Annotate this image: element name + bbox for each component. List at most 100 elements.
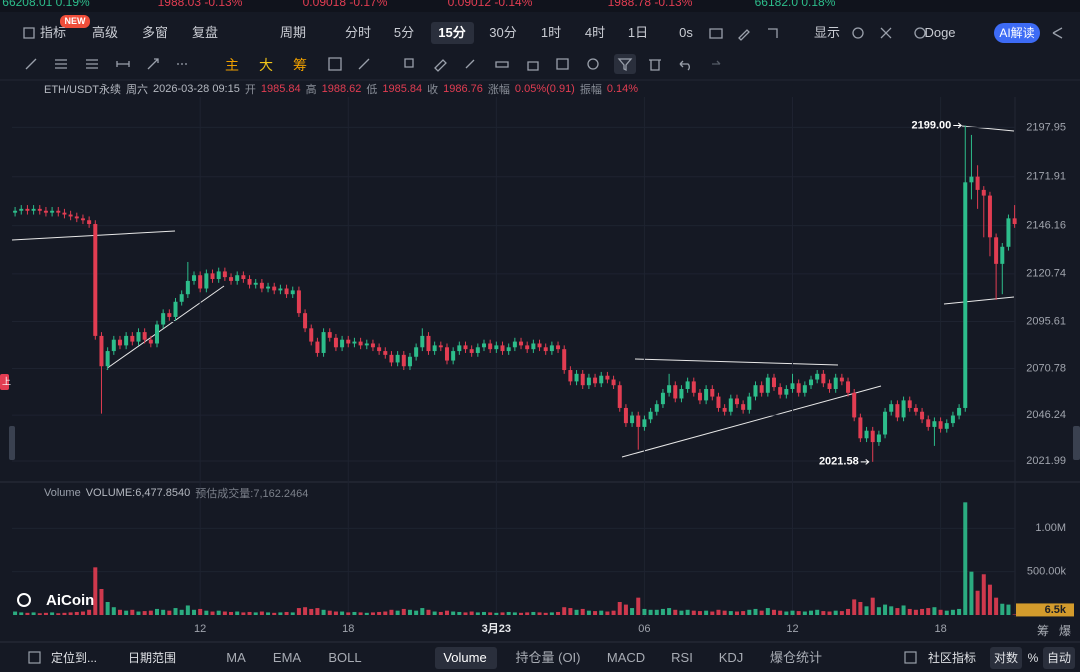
tool-icon[interactable] xyxy=(25,58,37,70)
icon[interactable] xyxy=(914,27,926,39)
icon[interactable] xyxy=(852,27,864,39)
toolbar-item[interactable]: 显示 xyxy=(813,25,841,40)
ticker[interactable]: 0.09012 -0.14% xyxy=(447,0,533,9)
tool-icon[interactable] xyxy=(55,59,67,69)
toolbar-icons[interactable] xyxy=(23,27,1063,41)
collapse-handle[interactable] xyxy=(1073,426,1080,460)
toolbar-item[interactable]: 周期 xyxy=(279,25,307,40)
setting[interactable]: 对数 xyxy=(993,651,1019,665)
icon[interactable] xyxy=(880,27,892,39)
nav-item[interactable]: 日期范围 xyxy=(127,651,177,665)
candle-body xyxy=(290,290,295,295)
candle-body xyxy=(167,313,172,317)
ticker[interactable]: 1988.03 -0.13% xyxy=(157,0,243,9)
indicator-tab[interactable]: 爆仓统计 xyxy=(769,650,823,665)
indicator-tab[interactable]: MA xyxy=(226,650,246,665)
volume-bar xyxy=(167,610,172,615)
field-value: 0.14% xyxy=(606,83,639,95)
indicator-tab[interactable]: RSI xyxy=(671,650,693,665)
toolbar-item[interactable]: 分时 xyxy=(344,25,372,40)
toolbar-item[interactable]: 30分 xyxy=(489,25,517,40)
icon[interactable] xyxy=(768,28,778,38)
symbol: ETH/USDT永续 xyxy=(44,84,121,96)
tool-icon[interactable] xyxy=(712,60,721,65)
active-tab-bg[interactable] xyxy=(431,22,474,44)
icon[interactable] xyxy=(904,651,917,664)
tool-icon[interactable] xyxy=(649,59,661,71)
toolbar-item[interactable]: 复盘 xyxy=(191,25,219,40)
icon[interactable] xyxy=(738,29,750,41)
indicator-tab[interactable]: BOLL xyxy=(328,650,362,665)
tool-icon[interactable] xyxy=(617,58,633,72)
indicator-tab[interactable]: EMA xyxy=(272,650,302,665)
bottom-icons[interactable] xyxy=(28,651,917,664)
volume-bar xyxy=(407,609,412,615)
toggle-bg[interactable] xyxy=(990,647,1022,669)
toolbar-item[interactable]: 0s xyxy=(679,25,693,40)
toolbar-item[interactable]: 1时 xyxy=(540,25,562,40)
indicator-tab[interactable]: KDJ xyxy=(718,650,744,665)
y-tick-label: 2046.24 xyxy=(1026,409,1066,421)
indicator-tab[interactable]: MACD xyxy=(606,650,646,665)
tool-label[interactable]: 大 xyxy=(259,57,273,73)
icon[interactable] xyxy=(1052,27,1063,39)
toolbar-item[interactable]: 多窗 xyxy=(141,25,169,40)
toolbar-item[interactable]: 15分 xyxy=(438,25,466,40)
tool-icon[interactable] xyxy=(465,59,475,69)
tool-icon[interactable] xyxy=(679,60,690,71)
toolbar-item[interactable]: Doge xyxy=(924,25,956,40)
volume-bar xyxy=(623,604,628,615)
setting[interactable]: 自动 xyxy=(1046,651,1072,665)
toolbar-item[interactable]: 指标 xyxy=(39,25,67,40)
ticker[interactable]: 66182.0 0.18% xyxy=(754,0,836,9)
volume-bar xyxy=(383,611,388,615)
icon[interactable] xyxy=(23,27,35,39)
field-value: 1986.76 xyxy=(443,83,483,95)
ticker[interactable]: 66208.01 0.19% xyxy=(2,0,90,9)
toolbar-item[interactable]: 1日 xyxy=(627,25,649,40)
tool-icon[interactable] xyxy=(434,59,447,72)
icon[interactable] xyxy=(28,651,41,664)
volume-bar xyxy=(247,611,252,615)
ai-button-bg[interactable] xyxy=(994,23,1040,43)
indicator-tab[interactable]: Volume xyxy=(443,650,487,665)
collapse-handle[interactable] xyxy=(9,426,15,460)
volume-bar xyxy=(512,612,517,615)
tool-label[interactable]: 主 xyxy=(225,57,239,73)
toolbar-item[interactable]: AI解读 xyxy=(999,26,1035,40)
ticker[interactable]: 1988.78 -0.13% xyxy=(607,0,693,9)
tool-icon[interactable] xyxy=(495,61,509,68)
tool-icon[interactable] xyxy=(587,58,599,70)
volume-bar xyxy=(117,609,122,615)
toolbar-item[interactable]: 高级 xyxy=(91,25,119,40)
indicator-tab[interactable]: 持仓量 (OI) xyxy=(515,650,581,665)
candle-body xyxy=(809,379,814,386)
toggle-bg[interactable] xyxy=(1043,647,1075,669)
right-tab[interactable]: 爆 xyxy=(1058,624,1072,638)
tool-icon[interactable] xyxy=(86,59,98,69)
draw-tools[interactable] xyxy=(25,54,721,74)
toolbar-item[interactable]: 5分 xyxy=(393,25,415,40)
tool-icon[interactable] xyxy=(556,58,569,70)
setting[interactable]: 社区指标 xyxy=(927,651,977,665)
active-indicator-bg[interactable] xyxy=(435,647,497,669)
tool-icon[interactable] xyxy=(147,58,159,70)
candle-body xyxy=(284,288,289,295)
toolbar-item[interactable]: 4时 xyxy=(584,25,606,40)
tool-icon[interactable] xyxy=(116,61,130,67)
tool-icon[interactable] xyxy=(404,58,414,68)
nav-item[interactable]: 定位到... xyxy=(50,651,98,665)
setting[interactable]: % xyxy=(1027,651,1039,665)
volume-bar xyxy=(377,611,382,615)
volume-bar xyxy=(185,605,190,615)
tool-icon[interactable] xyxy=(527,61,539,71)
icon[interactable] xyxy=(709,28,723,39)
right-tab[interactable]: 筹 xyxy=(1036,624,1050,638)
tool-label[interactable]: 筹 xyxy=(293,57,307,73)
candle-body xyxy=(864,430,869,439)
tool-active-bg[interactable] xyxy=(614,54,636,74)
tool-icon[interactable] xyxy=(358,58,370,70)
ticker[interactable]: 0.09018 -0.17% xyxy=(302,0,388,9)
candle-body xyxy=(389,354,394,363)
tool-icon[interactable] xyxy=(328,57,342,71)
